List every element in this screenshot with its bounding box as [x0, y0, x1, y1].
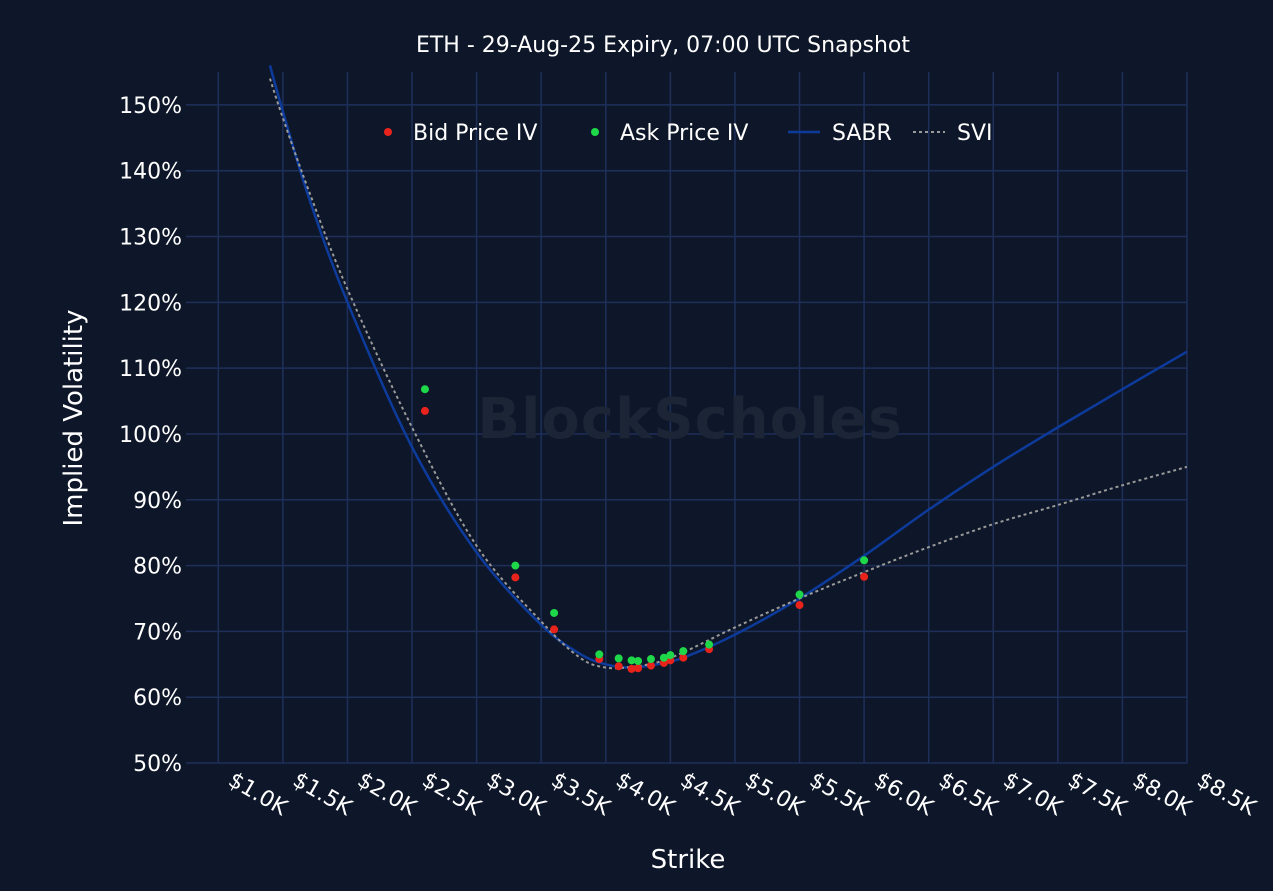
ask-iv-point — [550, 608, 559, 617]
y-tick-label: 50% — [133, 752, 182, 777]
y-tick-label: 130% — [119, 226, 182, 251]
series-line-svi — [269, 78, 1187, 670]
y-tick-label: 150% — [119, 94, 182, 119]
bid-iv-point — [646, 661, 655, 670]
ask-iv-point — [627, 656, 636, 665]
bid-iv-point — [550, 625, 559, 634]
ask-iv-point — [659, 653, 668, 662]
legend-marker-ask-price-iv — [591, 128, 599, 136]
y-tick-label: 140% — [119, 160, 182, 185]
bid-iv-point — [795, 601, 804, 610]
legend-marker-bid-price-iv — [384, 128, 392, 136]
ask-iv-point — [666, 651, 675, 660]
ask-iv-point — [679, 647, 688, 656]
y-tick-label: 120% — [119, 291, 182, 316]
ask-iv-point — [860, 556, 869, 565]
legend: Bid Price IV Ask Price IV SABR SVI — [384, 121, 993, 146]
legend-label-bid-price-iv: Bid Price IV — [413, 121, 537, 146]
grid — [186, 72, 1188, 764]
legend-label-svi: SVI — [957, 121, 993, 146]
ask-iv-point — [634, 656, 643, 665]
ask-iv-point — [595, 650, 604, 659]
bid-iv-point — [511, 573, 520, 582]
ask-iv-point — [646, 655, 655, 664]
bid-iv-point — [420, 406, 429, 415]
y-tick-label: 70% — [133, 620, 182, 645]
y-tick-label: 100% — [119, 423, 182, 448]
x-axis-label: Strike — [651, 845, 726, 875]
ask-iv-point — [795, 590, 804, 599]
bid-iv-point — [634, 664, 643, 673]
bid-iv-point — [679, 653, 688, 662]
legend-label-sabr: SABR — [832, 121, 892, 146]
legend-label-ask-price-iv: Ask Price IV — [620, 121, 748, 146]
y-tick-label: 60% — [133, 686, 182, 711]
watermark: BlockScholes — [477, 387, 902, 452]
y-axis-label: Implied Volatility — [59, 310, 89, 527]
ask-iv-point — [420, 385, 429, 394]
y-tick-label: 90% — [133, 489, 182, 514]
ask-iv-point — [614, 654, 623, 663]
ask-iv-point — [705, 640, 714, 649]
y-tick-label: 80% — [133, 555, 182, 580]
ask-iv-point — [511, 561, 520, 570]
bid-iv-point — [627, 664, 636, 673]
series-markers — [420, 385, 869, 673]
bid-iv-point — [614, 662, 623, 671]
bid-iv-point — [860, 572, 869, 581]
chart-title: ETH - 29-Aug-25 Expiry, 07:00 UTC Snapsh… — [416, 33, 910, 58]
y-axis-ticks: 50% 60% 70% 80% 90% 100% 110% 120% 130% 140% 150% — [119, 94, 182, 777]
y-tick-label: 110% — [119, 357, 182, 382]
